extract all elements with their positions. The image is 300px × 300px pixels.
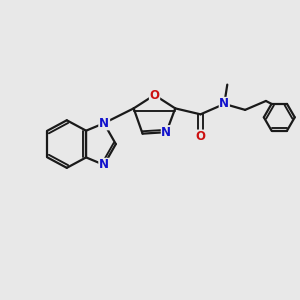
Text: N: N bbox=[99, 158, 109, 171]
Text: O: O bbox=[196, 130, 206, 143]
Bar bbox=[197, 133, 204, 140]
Bar bbox=[99, 161, 109, 169]
Bar bbox=[99, 119, 109, 127]
Text: N: N bbox=[99, 117, 109, 130]
Text: N: N bbox=[161, 126, 171, 139]
Bar bbox=[162, 129, 170, 136]
Text: N: N bbox=[219, 98, 229, 110]
Bar bbox=[150, 92, 159, 99]
Text: O: O bbox=[149, 88, 160, 101]
Bar bbox=[220, 100, 228, 107]
